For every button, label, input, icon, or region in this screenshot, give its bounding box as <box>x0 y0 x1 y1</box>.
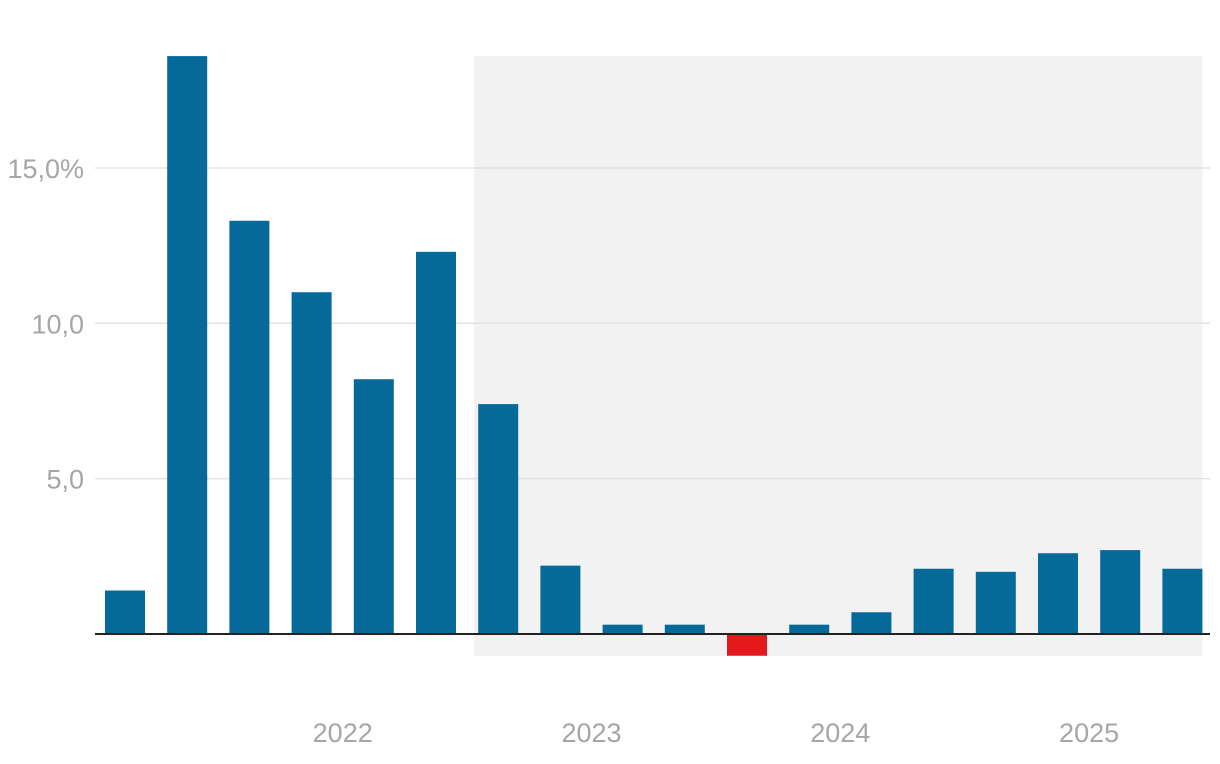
shaded-region-layer <box>474 56 1203 656</box>
bar-7 <box>540 565 581 634</box>
bar-13 <box>913 568 954 634</box>
x-year-label-1: 2023 <box>561 718 621 748</box>
bar-14 <box>975 571 1016 634</box>
x-year-label-2: 2024 <box>810 718 870 748</box>
bar-1 <box>167 56 208 634</box>
bar-8 <box>602 624 643 634</box>
x-year-label-3: 2025 <box>1059 718 1119 748</box>
grid-layer <box>95 167 1210 480</box>
bar-9 <box>664 624 705 634</box>
labels-layer: 5,0 10,0 15,0% 2022 2023 2024 2025 <box>7 154 1119 748</box>
bar-11 <box>789 624 830 634</box>
y-tick-label-2: 15,0% <box>7 154 84 184</box>
bar-10 <box>727 634 767 656</box>
x-year-label-0: 2022 <box>313 718 373 748</box>
bar-5 <box>416 251 456 635</box>
bar-12 <box>851 612 892 634</box>
bar-6 <box>478 404 519 634</box>
bars-layer <box>105 56 1203 656</box>
y-tick-label-0: 5,0 <box>46 465 84 495</box>
bar-3 <box>291 292 332 634</box>
bar-0 <box>105 590 145 634</box>
bar-16 <box>1100 550 1141 634</box>
y-tick-label-1: 10,0 <box>31 309 84 339</box>
bar-17 <box>1162 568 1203 634</box>
shaded-region <box>474 56 1203 656</box>
bar-2 <box>229 220 270 635</box>
bar-4 <box>353 379 394 634</box>
bar-15 <box>1038 553 1078 634</box>
